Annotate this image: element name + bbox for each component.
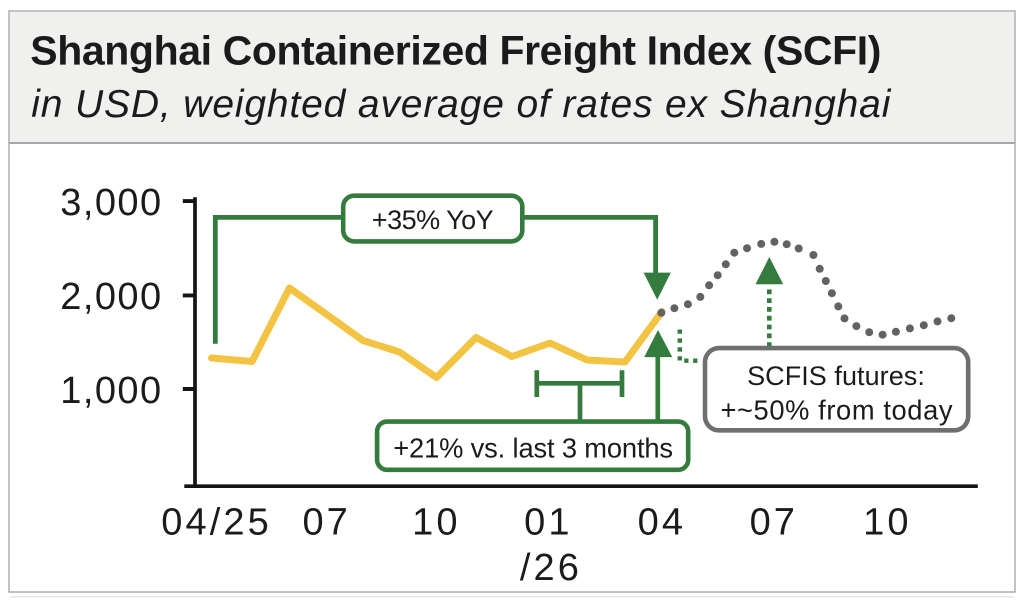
svg-text:SCFIS futures:: SCFIS futures: (747, 361, 925, 391)
svg-text:2,000: 2,000 (60, 276, 162, 318)
svg-text:/26: /26 (520, 547, 582, 589)
svg-text:+35% YoY: +35% YoY (372, 205, 494, 235)
svg-text:+~50% from today: +~50% from today (720, 395, 953, 426)
svg-text:1,000: 1,000 (60, 370, 162, 412)
svg-text:01: 01 (524, 502, 572, 544)
svg-text:07: 07 (302, 502, 350, 544)
svg-text:04: 04 (638, 502, 686, 544)
svg-text:10: 10 (863, 502, 911, 544)
svg-text:Shanghai Containerized Freight: Shanghai Containerized Freight Index (SC… (30, 27, 881, 73)
svg-text:07: 07 (750, 502, 798, 544)
svg-text:in USD, weighted average of ra: in USD, weighted average of rates ex Sha… (31, 83, 891, 126)
svg-text:10: 10 (412, 502, 460, 544)
svg-text:3,000: 3,000 (60, 182, 162, 224)
svg-text:04/25: 04/25 (161, 502, 272, 544)
svg-text:+21% vs. last 3 months: +21% vs. last 3 months (393, 432, 673, 463)
